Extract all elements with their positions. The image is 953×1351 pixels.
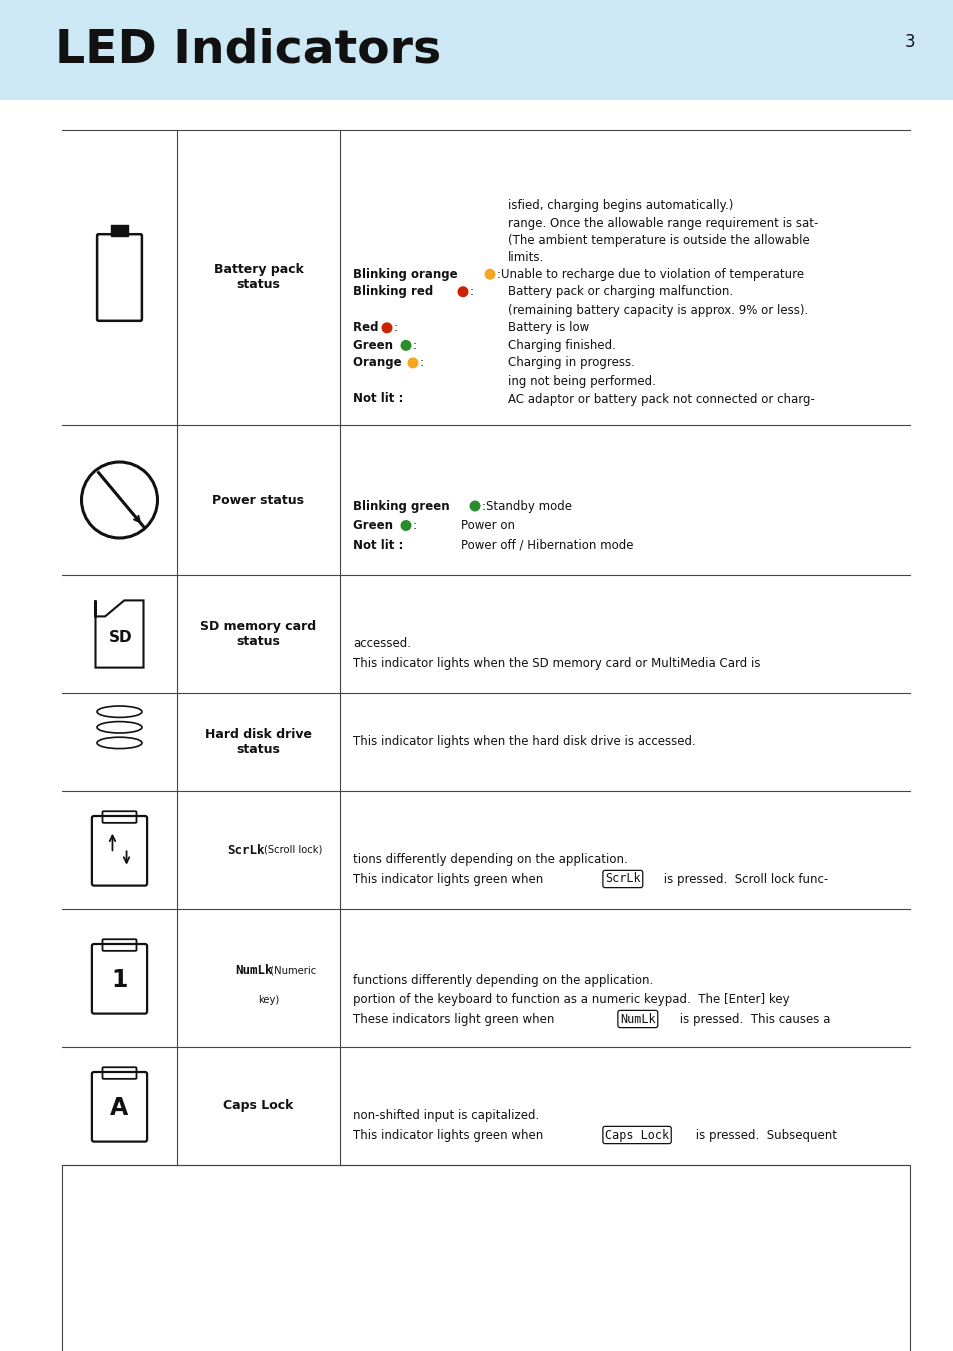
Text: (The ambient temperature is outside the allowable: (The ambient temperature is outside the …: [507, 234, 809, 247]
Text: SD: SD: [110, 630, 132, 644]
Text: ScrLk: ScrLk: [228, 843, 265, 857]
Text: is pressed.  Scroll lock func-: is pressed. Scroll lock func-: [659, 873, 827, 885]
Text: is pressed.  This causes a: is pressed. This causes a: [676, 1012, 829, 1025]
Text: :Standby mode: :Standby mode: [481, 500, 572, 512]
Text: Blinking orange: Blinking orange: [353, 267, 461, 281]
Text: portion of the keyboard to function as a numeric keypad.  The [Enter] key: portion of the keyboard to function as a…: [353, 993, 789, 1006]
Text: AC adaptor or battery pack not connected or charg-: AC adaptor or battery pack not connected…: [507, 393, 814, 405]
Text: Caps Lock: Caps Lock: [604, 1128, 668, 1142]
Text: (Scroll lock): (Scroll lock): [264, 844, 322, 855]
Text: A: A: [111, 1096, 129, 1120]
Text: isfied, charging begins automatically.): isfied, charging begins automatically.): [507, 200, 733, 212]
Text: limits.: limits.: [507, 250, 543, 263]
Text: :: :: [470, 285, 474, 299]
Text: tions differently depending on the application.: tions differently depending on the appli…: [353, 852, 627, 866]
Text: Green: Green: [353, 519, 396, 532]
Text: Hard disk drive
status: Hard disk drive status: [205, 728, 312, 757]
Text: NumLk: NumLk: [619, 1012, 655, 1025]
Text: LED Indicators: LED Indicators: [55, 27, 441, 73]
Text: :: :: [413, 519, 416, 532]
Text: This indicator lights when the SD memory card or MultiMedia Card is: This indicator lights when the SD memory…: [353, 657, 760, 670]
Text: Battery pack or charging malfunction.: Battery pack or charging malfunction.: [507, 285, 732, 299]
Text: NumLk: NumLk: [234, 963, 272, 977]
Text: is pressed.  Subsequent: is pressed. Subsequent: [691, 1128, 836, 1142]
Text: ing not being performed.: ing not being performed.: [507, 376, 656, 388]
Circle shape: [469, 500, 480, 512]
Circle shape: [400, 340, 411, 351]
Circle shape: [381, 323, 392, 334]
Text: Red: Red: [353, 322, 382, 334]
Text: Power on: Power on: [460, 519, 515, 532]
Text: Orange: Orange: [353, 357, 405, 369]
Text: Not lit :: Not lit :: [353, 539, 403, 551]
Bar: [111, 226, 128, 235]
Text: Blinking red: Blinking red: [353, 285, 436, 299]
Text: Charging in progress.: Charging in progress.: [507, 357, 634, 369]
Text: range. Once the allowable range requirement is sat-: range. Once the allowable range requirem…: [507, 216, 818, 230]
Text: accessed.: accessed.: [353, 638, 411, 650]
Text: This indicator lights green when: This indicator lights green when: [353, 873, 546, 885]
Bar: [62, 1165, 909, 1351]
Text: (Numeric: (Numeric: [264, 965, 316, 975]
Text: key): key): [258, 994, 279, 1005]
Circle shape: [407, 358, 418, 369]
Bar: [0, 0, 953, 100]
Text: SD memory card
status: SD memory card status: [200, 620, 316, 648]
Text: This indicator lights when the hard disk drive is accessed.: This indicator lights when the hard disk…: [353, 735, 695, 748]
Text: :Unable to recharge due to violation of temperature: :Unable to recharge due to violation of …: [497, 267, 803, 281]
Circle shape: [484, 269, 495, 280]
Text: non-shifted input is capitalized.: non-shifted input is capitalized.: [353, 1109, 538, 1121]
Circle shape: [400, 520, 411, 531]
Text: Blinking green: Blinking green: [353, 500, 454, 512]
Text: :: :: [419, 357, 423, 369]
Text: 3: 3: [903, 32, 914, 51]
Text: functions differently depending on the application.: functions differently depending on the a…: [353, 974, 653, 986]
Text: Caps Lock: Caps Lock: [223, 1100, 294, 1112]
Text: This indicator lights green when: This indicator lights green when: [353, 1128, 546, 1142]
Text: Battery pack
status: Battery pack status: [213, 263, 303, 292]
Text: :: :: [413, 339, 416, 351]
Text: (remaining battery capacity is approx. 9% or less).: (remaining battery capacity is approx. 9…: [507, 304, 807, 317]
Text: ScrLk: ScrLk: [604, 873, 640, 885]
Text: Power status: Power status: [213, 493, 304, 507]
Text: Battery is low: Battery is low: [507, 322, 589, 334]
Text: Green: Green: [353, 339, 396, 351]
Text: 1: 1: [112, 967, 128, 992]
Text: These indicators light green when: These indicators light green when: [353, 1012, 558, 1025]
Text: Power off / Hibernation mode: Power off / Hibernation mode: [460, 539, 633, 551]
Text: Not lit :: Not lit :: [353, 393, 403, 405]
Text: Charging finished.: Charging finished.: [507, 339, 616, 351]
Text: :: :: [394, 322, 397, 334]
Circle shape: [457, 286, 468, 297]
